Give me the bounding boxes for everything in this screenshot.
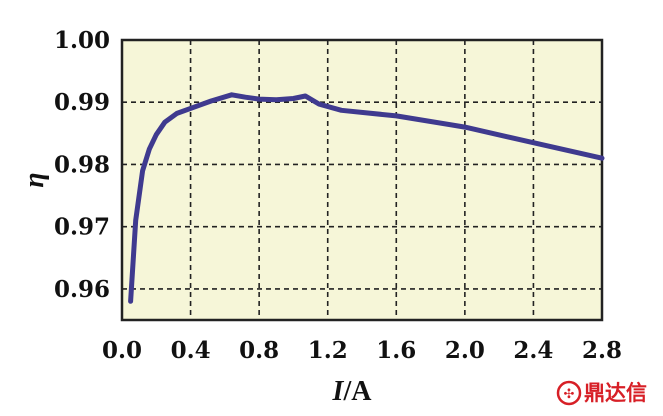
watermark-text: 鼎达信 [584,381,647,405]
plot-frame [120,38,604,322]
watermark-logo-glyph-icon: ✣ [564,387,575,402]
y-tick-label: 0.98 [54,151,110,178]
x-tick-labels: 0.0 0.4 0.8 1.2 1.6 2.0 2.4 2.8 [102,337,622,364]
series-line-efficiency [128,92,605,304]
x-tick-label: 1.6 [376,337,416,364]
y-tick-label: 0.96 [54,276,110,303]
plot-area [122,40,602,320]
x-tick-label: 0.8 [239,337,279,364]
y-tick-label: 0.97 [54,214,110,241]
x-tick-label: 1.2 [308,337,348,364]
watermark-logo: ✣ 鼎达信 [556,380,647,406]
y-tick-label: 0.99 [54,89,110,116]
y-tick-labels: 0.96 0.97 0.98 0.99 1.00 [54,27,110,303]
x-axis-label: I/A [332,376,373,407]
x-axis-label-variable: I [332,376,345,407]
y-tick-label: 1.00 [54,27,110,54]
y-axis-label: η [19,172,50,187]
x-axis-label-unit: /A [342,376,372,407]
grid-lines [122,40,602,320]
x-tick-label: 2.0 [445,337,485,364]
x-tick-label: 0.0 [102,337,142,364]
x-tick-label: 2.4 [513,337,553,364]
x-tick-label: 2.8 [582,337,622,364]
x-tick-label: 0.4 [171,337,211,364]
watermark-logo-icon [556,380,582,406]
